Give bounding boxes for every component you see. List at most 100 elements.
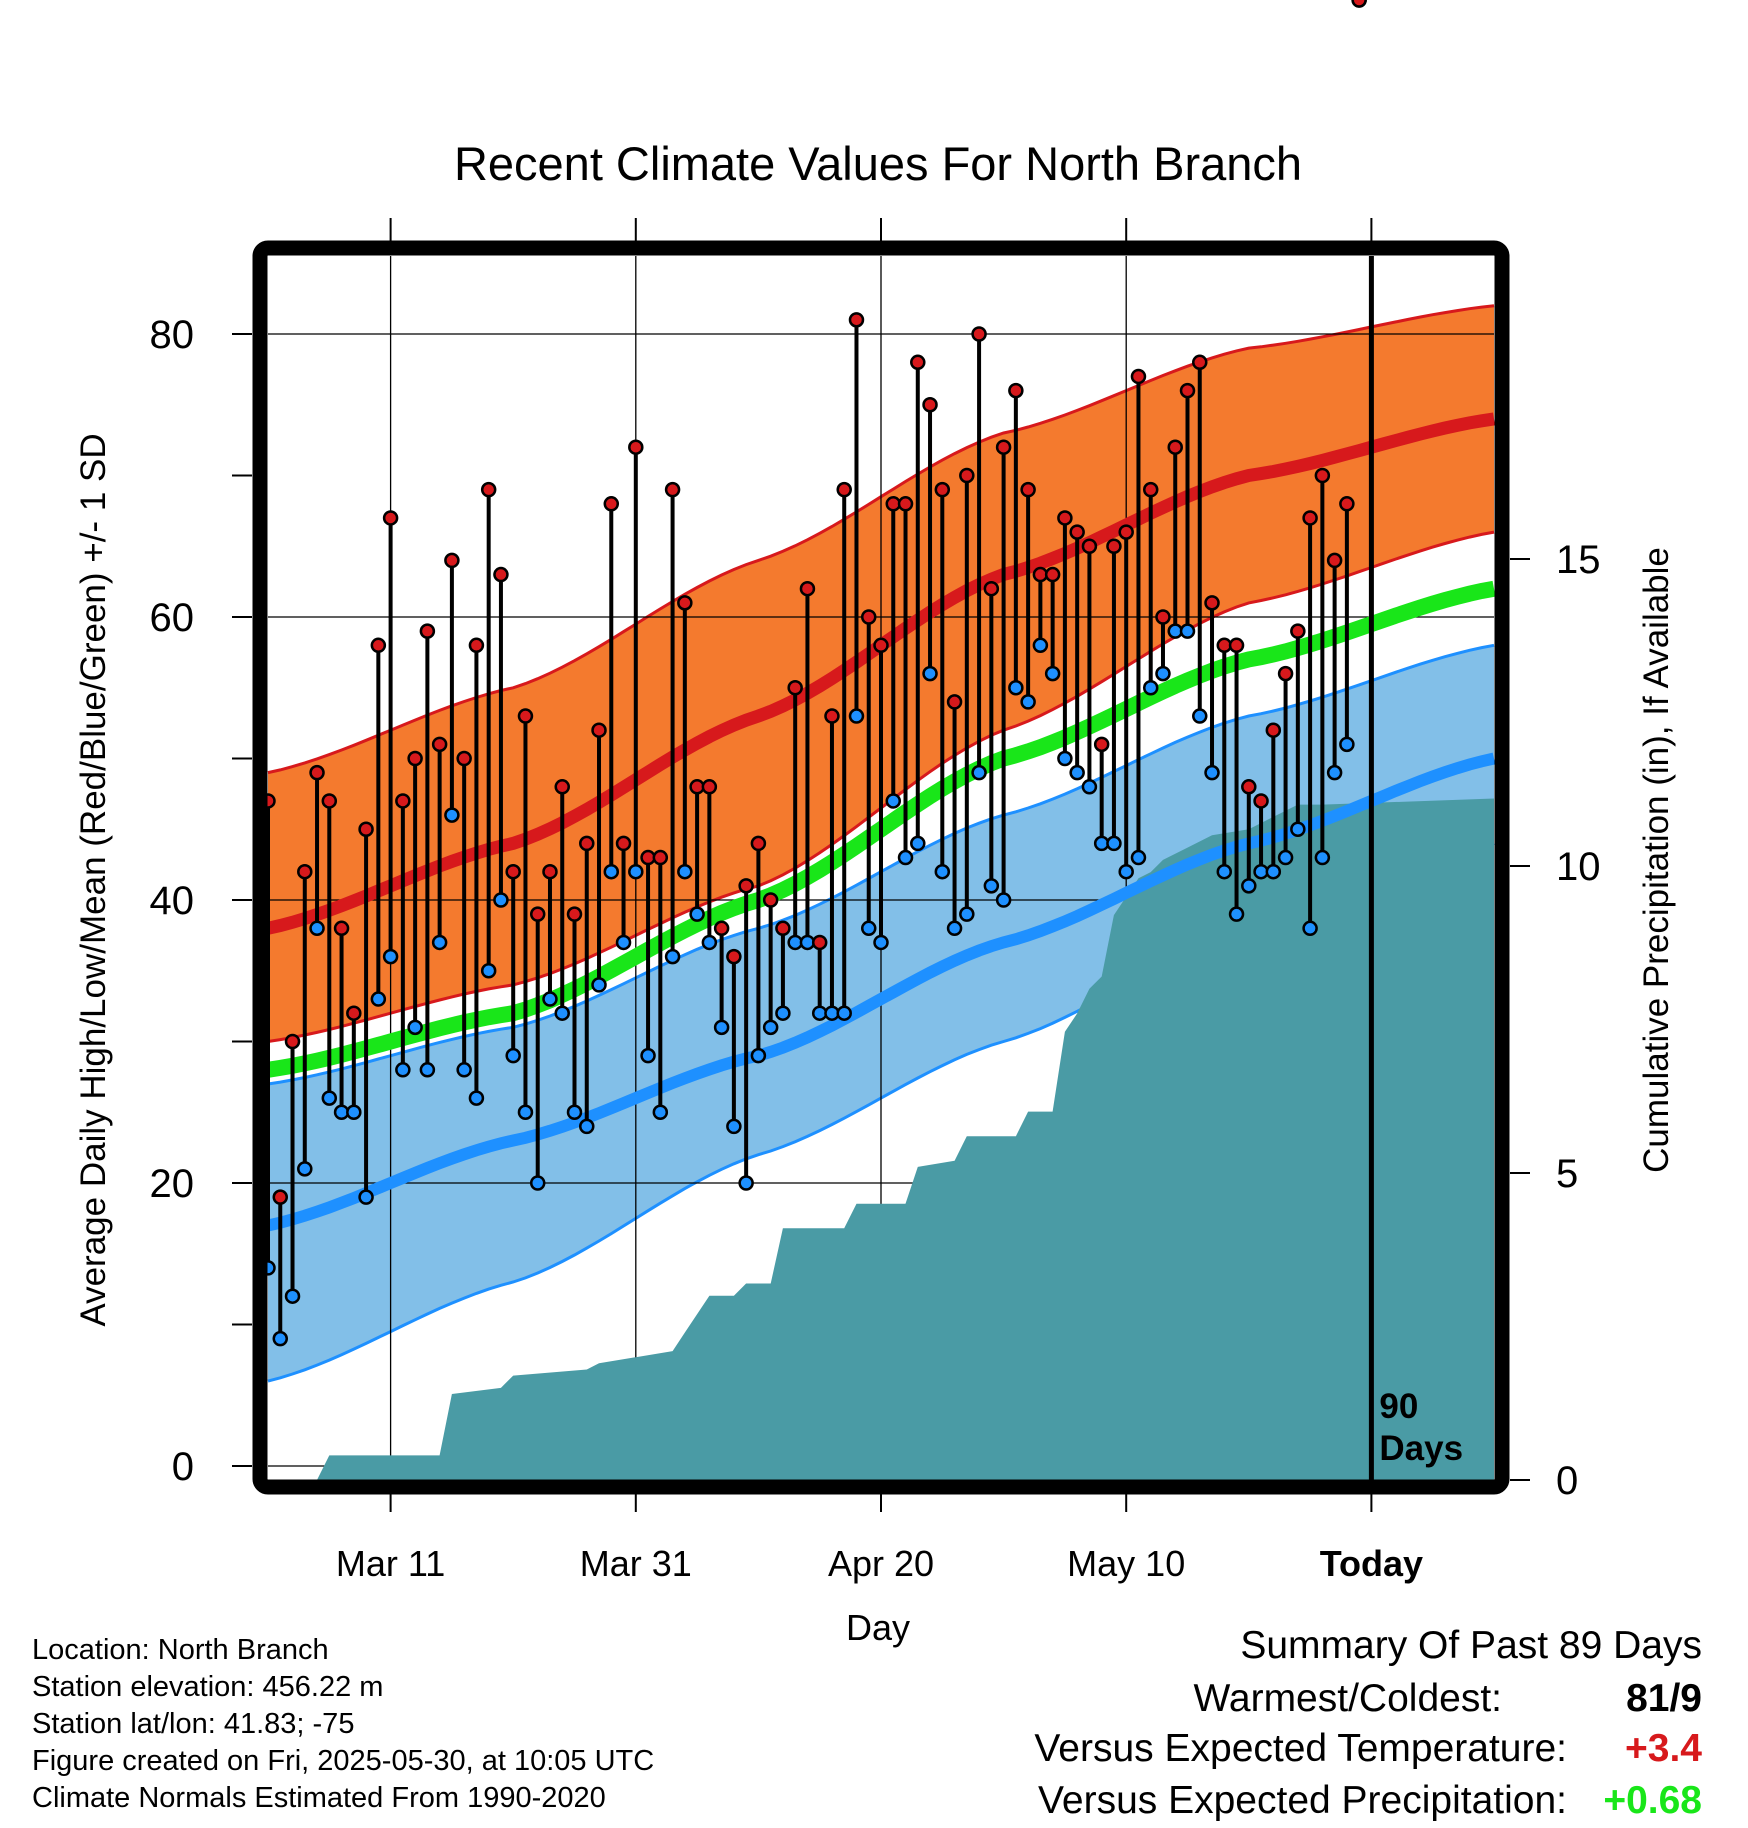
normal-low-line bbox=[266, 752, 1496, 1232]
daily-low-point bbox=[640, 1047, 656, 1064]
daily-high-point bbox=[358, 821, 374, 837]
daily-low-point bbox=[358, 1189, 374, 1205]
daily-high-point bbox=[836, 481, 852, 498]
daily-high-point bbox=[713, 920, 730, 937]
daily-low-point bbox=[1228, 906, 1245, 922]
daily-low-point bbox=[983, 878, 1000, 894]
daily-high-point bbox=[1241, 779, 1257, 795]
location-line: Location: North Branch bbox=[32, 1634, 329, 1666]
temp-label: Versus Expected Temperature: bbox=[1034, 1727, 1567, 1770]
daily-low-point bbox=[1130, 849, 1147, 866]
chart-title: Recent Climate Values For North Branch bbox=[454, 137, 1302, 190]
daily-high-point bbox=[407, 750, 423, 767]
daily-low-point bbox=[750, 1047, 767, 1064]
daily-high-point bbox=[787, 680, 803, 696]
daily-high-point bbox=[946, 694, 963, 710]
daily-high-point bbox=[1228, 637, 1245, 654]
daily-high-point bbox=[677, 595, 693, 611]
daily-high-point bbox=[1081, 538, 1098, 554]
daily-low-point bbox=[1106, 835, 1122, 852]
daily-low-point bbox=[1142, 680, 1159, 696]
daily-high-point bbox=[505, 863, 521, 880]
daily-low-point bbox=[493, 892, 509, 908]
daily-high-point bbox=[1142, 481, 1159, 498]
daily-high-point bbox=[995, 439, 1012, 455]
daily-high-point bbox=[284, 1033, 301, 1050]
daily-low-point bbox=[762, 1019, 779, 1036]
daily-low-point bbox=[1008, 680, 1024, 696]
daily-low-point bbox=[444, 807, 460, 823]
daily-high-point bbox=[1277, 665, 1294, 682]
daily-high-point bbox=[615, 835, 632, 852]
x-axis-label: Day bbox=[846, 1607, 910, 1648]
daily-high-point bbox=[811, 934, 828, 951]
daily-low-point bbox=[1241, 878, 1257, 894]
daily-high-point bbox=[934, 481, 951, 498]
x-tick-label: Mar 11 bbox=[336, 1543, 445, 1584]
daily-low-point bbox=[284, 1288, 301, 1304]
created-line: Figure created on Fri, 2025-05-30, at 10… bbox=[32, 1745, 655, 1777]
daily-high-point bbox=[1265, 722, 1282, 738]
daily-high-point bbox=[1044, 566, 1061, 583]
daily-low-point bbox=[1192, 708, 1208, 724]
daily-low-point bbox=[713, 1019, 730, 1036]
daily-low-point bbox=[395, 1062, 411, 1078]
daily-high-point bbox=[444, 552, 460, 569]
daily-high-point bbox=[272, 1189, 289, 1205]
daily-high-point bbox=[603, 496, 620, 512]
x-tick-label: Today bbox=[1320, 1543, 1423, 1584]
precip-label: Versus Expected Precipitation: bbox=[1038, 1779, 1567, 1822]
daily-high-point bbox=[824, 708, 840, 724]
daily-high-point bbox=[873, 637, 889, 654]
daily-high-point bbox=[1020, 481, 1036, 498]
daily-high-point bbox=[1118, 524, 1134, 540]
latlon-line: Station lat/lon: 41.83; -75 bbox=[32, 1708, 355, 1740]
daily-low-point bbox=[1339, 736, 1355, 753]
daily-high-point bbox=[922, 397, 938, 413]
daily-low-point bbox=[456, 1062, 472, 1078]
daily-high-point bbox=[897, 496, 914, 512]
daily-high-point bbox=[983, 580, 1000, 597]
station-info: Location: North Branch Station elevation… bbox=[32, 1632, 654, 1817]
daily-low-point bbox=[566, 1104, 583, 1120]
daily-low-point bbox=[1326, 764, 1343, 781]
daily-low-point bbox=[1314, 849, 1331, 866]
daily-high-point bbox=[1253, 793, 1269, 809]
daily-high-point bbox=[456, 750, 472, 767]
daily-values bbox=[260, 0, 1367, 1347]
daily-low-point bbox=[922, 665, 938, 682]
daily-low-point bbox=[407, 1019, 423, 1036]
daily-high-point bbox=[726, 948, 742, 965]
daily-low-point bbox=[995, 892, 1012, 908]
daily-low-point bbox=[1069, 764, 1085, 781]
daily-low-point bbox=[382, 948, 399, 965]
daily-high-point bbox=[1106, 538, 1122, 554]
daily-low-point bbox=[701, 934, 718, 951]
daily-high-point bbox=[775, 920, 791, 937]
today-label-days-count: 90 bbox=[1379, 1387, 1418, 1426]
daily-high-point bbox=[1130, 368, 1147, 385]
y2-tick-label: 5 bbox=[1556, 1152, 1578, 1196]
daily-low-point bbox=[554, 1005, 570, 1021]
y-axis-label: Average Daily High/Low/Mean (Red/Blue/Gr… bbox=[74, 433, 113, 1326]
daily-low-point bbox=[775, 1005, 791, 1021]
y2-tick-label: 10 bbox=[1556, 845, 1601, 889]
daily-low-point bbox=[959, 906, 975, 922]
daily-low-point bbox=[321, 1090, 338, 1106]
daily-low-point bbox=[738, 1175, 754, 1191]
cumulative-precipitation bbox=[268, 798, 1494, 1480]
daily-high-point bbox=[652, 849, 669, 866]
daily-low-point bbox=[419, 1062, 436, 1078]
precip-value: +0.68 bbox=[1603, 1779, 1702, 1822]
y2-axis-label: Cumulative Precipitation (in), If Availa… bbox=[1637, 547, 1676, 1173]
daily-high-point bbox=[468, 637, 485, 654]
daily-high-point bbox=[370, 637, 387, 654]
daily-low-point bbox=[1155, 665, 1171, 682]
daily-low-point bbox=[468, 1090, 485, 1106]
daily-high-point bbox=[848, 312, 865, 328]
daily-high-point bbox=[566, 906, 583, 922]
today-label-days: Days bbox=[1379, 1429, 1463, 1468]
daily-high-point bbox=[860, 609, 877, 625]
daily-high-point bbox=[738, 878, 754, 894]
